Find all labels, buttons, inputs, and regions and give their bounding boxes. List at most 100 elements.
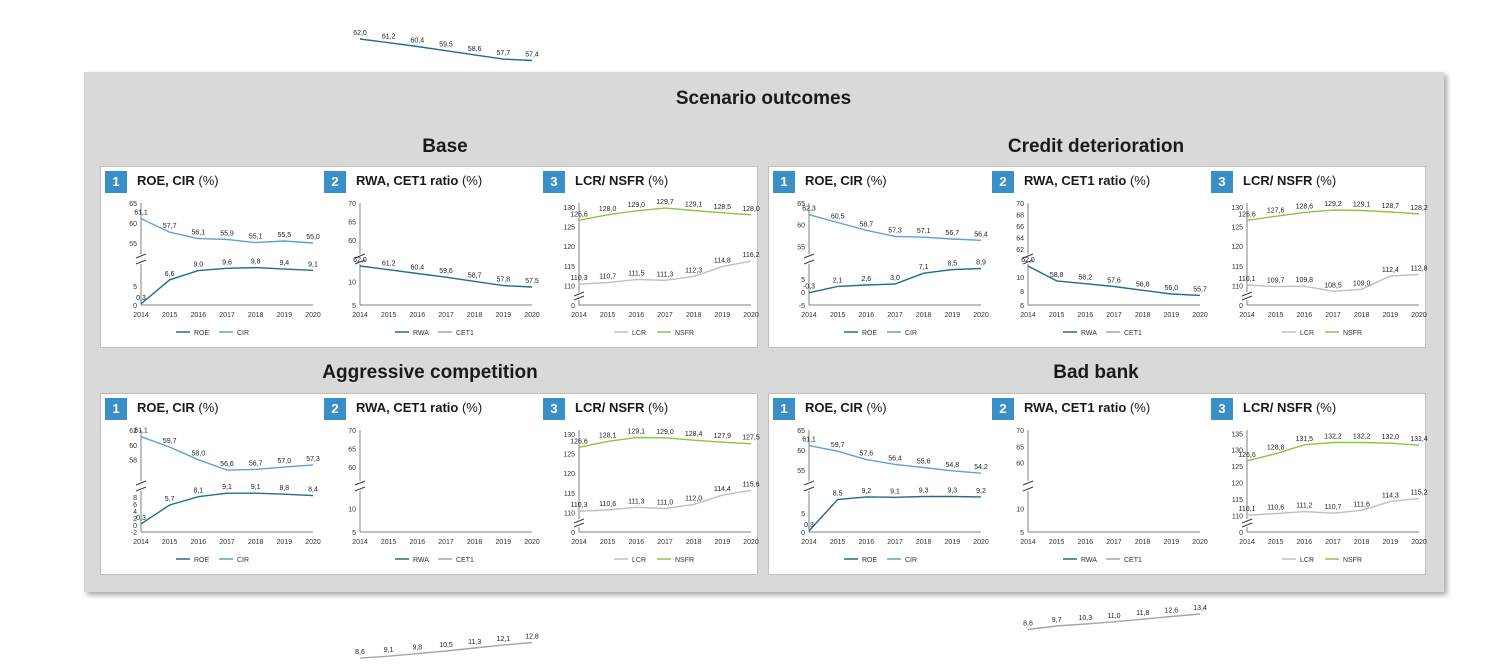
chart-3: 3 LCR/ NSFR (%) 2014 2015 2016 2017 2018 2019 20… <box>1207 394 1428 574</box>
x-tick-label: 2016 <box>410 312 426 319</box>
chart-title-text: LCR/ NSFR <box>1243 173 1313 188</box>
y-tick-label: 65 <box>1016 444 1024 451</box>
x-tick-label: 2015 <box>600 312 616 319</box>
chart-title-unit: (%) <box>866 173 887 188</box>
chart-title: LCR/ NSFR (%) <box>575 400 668 415</box>
axis-break-mark <box>135 480 147 486</box>
chart-title-unit: (%) <box>461 173 483 188</box>
x-tick-label: 2015 <box>600 539 616 546</box>
legend-label-cet1: CET1 <box>1124 557 1142 564</box>
x-tick-label: 2015 <box>162 312 178 319</box>
series-line-roe <box>140 492 314 525</box>
chart-number-badge: 1 <box>773 171 795 193</box>
y-tick-label: 125 <box>563 225 575 232</box>
data-label-roe: 8,4 <box>308 487 318 494</box>
y-tick-label: 0 <box>801 290 805 297</box>
x-tick-label: 2017 <box>219 312 235 319</box>
chart-title: ROE, CIR (%) <box>805 400 887 415</box>
axis-break-gap <box>1242 292 1252 300</box>
chart-title-unit: (%) <box>1315 173 1337 188</box>
data-label-rwa: 58,8 <box>1050 272 1064 279</box>
y-tick-label: 110 <box>564 283 575 290</box>
data-label-nsfr: 132,2 <box>1324 434 1342 441</box>
chart-plot: 2014 2015 2016 2017 2018 2019 2020 60 65 70 5 10 62,… <box>348 257 540 659</box>
series-line-rwa <box>359 265 533 288</box>
y-tick-label: 65 <box>348 220 356 227</box>
chart-3: 3 LCR/ NSFR (%) 2014 2015 2016 2017 2018 2019 20… <box>539 394 760 574</box>
y-tick-label: 65 <box>797 428 805 435</box>
data-label-lcr: 111,0 <box>657 499 674 506</box>
chart-title-text: RWA, CET1 ratio <box>1024 173 1127 188</box>
chart-3: 3 LCR/ NSFR (%) 2014 2015 2016 2017 2018 2019 20… <box>539 167 760 347</box>
data-label-roe: 9,4 <box>279 260 289 267</box>
chart-1: 1 ROE, CIR (%) 2014 2015 2016 2017 2018 2019 202… <box>769 394 989 574</box>
data-label-nsfr: 129,1 <box>1353 201 1371 208</box>
x-tick-label: 2016 <box>629 539 645 546</box>
data-label-cir: 56,6 <box>220 461 234 468</box>
x-tick-label: 2015 <box>830 539 846 546</box>
axis-break-mark <box>135 486 147 492</box>
data-label-roe: 9,3 <box>947 487 957 494</box>
y-tick-label: 58 <box>129 458 137 465</box>
chart-number-badge: 2 <box>992 171 1014 193</box>
axis-break-mark <box>354 253 366 259</box>
x-tick-label: 2014 <box>133 539 149 546</box>
x-tick-label: 2016 <box>1297 539 1313 546</box>
axis-break-mark <box>1022 480 1034 486</box>
x-tick-label: 2020 <box>1411 539 1427 546</box>
y-tick-label: 60 <box>1016 461 1024 468</box>
y-tick-label: 65 <box>797 201 805 208</box>
x-tick-label: 2017 <box>887 312 903 319</box>
chart-plot: 2014 2015 2016 2017 2018 2019 2020 60 65 70 5 10 62,… <box>1016 257 1208 631</box>
chart-number-badge: 2 <box>324 171 346 193</box>
axis-break-mark <box>1241 295 1253 301</box>
axis-break-gap <box>136 254 146 264</box>
data-label-lcr: 110,6 <box>599 501 616 508</box>
data-label-lcr: 112,8 <box>1411 265 1428 272</box>
data-label-lcr: 116,2 <box>743 252 760 259</box>
chart-title: LCR/ NSFR (%) <box>1243 173 1336 188</box>
x-tick-label: 2018 <box>686 539 702 546</box>
data-label-rwa: 62,0 <box>1021 257 1035 264</box>
data-label-nsfr: 128,0 <box>599 206 617 213</box>
scenario-title-aggressive-competition: Aggressive competition <box>322 362 538 383</box>
x-tick-label: 2014 <box>801 312 817 319</box>
y-tick-label: 130 <box>563 205 575 212</box>
y-tick-label: 130 <box>1231 205 1243 212</box>
y-tick-label: 125 <box>1231 464 1243 471</box>
x-tick-label: 2019 <box>1164 312 1180 319</box>
legend-label-lcr: LCR <box>632 330 646 337</box>
x-tick-label: 2019 <box>1383 312 1399 319</box>
y-tick-label: 10 <box>1016 275 1024 282</box>
data-label-cir: 55,6 <box>917 459 931 466</box>
y-tick-label: 5 <box>133 284 137 291</box>
data-label-cir: 59,7 <box>831 442 845 449</box>
chart-title: RWA, CET1 ratio (%) <box>1024 400 1150 415</box>
data-label-lcr: 109,7 <box>1267 278 1285 285</box>
chart-title: LCR/ NSFR (%) <box>1243 400 1336 415</box>
x-tick-label: 2018 <box>467 312 483 319</box>
y-tick-label: 5 <box>352 303 356 310</box>
axis-break-mark <box>573 291 585 297</box>
data-label-rwa: 58,7 <box>468 272 482 279</box>
axis-break-mark <box>1241 522 1253 528</box>
x-tick-label: 2016 <box>629 312 645 319</box>
axis-break-gap <box>136 481 146 491</box>
chart-title: LCR/ NSFR (%) <box>575 173 668 188</box>
data-label-cet1: 10,3 <box>1079 615 1093 622</box>
data-label-rwa: 56,0 <box>1165 285 1179 292</box>
chart-number-badge: 1 <box>773 398 795 420</box>
chart-title: ROE, CIR (%) <box>805 173 887 188</box>
data-label-nsfr: 129,1 <box>628 428 646 435</box>
legend-label-nsfr: NSFR <box>675 557 694 564</box>
data-label-cir: 57,0 <box>278 458 292 465</box>
data-label-lcr: 114,4 <box>714 486 731 493</box>
chart-1: 1 ROE, CIR (%) 2014 2015 2016 2017 2018 2019 202… <box>101 394 321 574</box>
x-tick-label: 2015 <box>830 312 846 319</box>
axis-break-mark <box>1241 518 1253 524</box>
legend-label-roe: ROE <box>194 557 210 564</box>
data-label-rwa: 61,2 <box>382 34 396 41</box>
chart-number-badge: 1 <box>105 171 127 193</box>
x-tick-label: 2015 <box>1268 312 1284 319</box>
series-line-rwa <box>1027 265 1201 297</box>
